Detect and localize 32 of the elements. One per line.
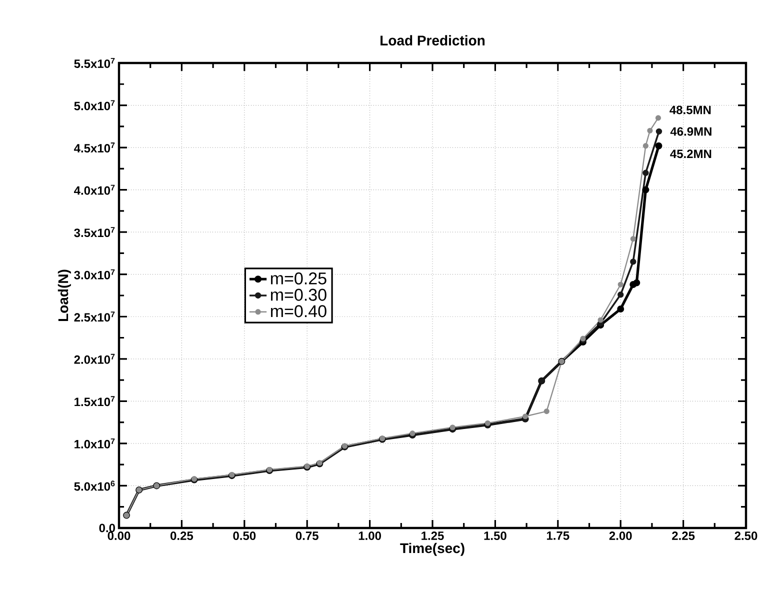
x-tick-label: 1.50 — [484, 532, 506, 540]
x-axis-title: Time(sec) — [400, 542, 464, 556]
y-tick-label: 3.0x10$^{7}$ — [74, 269, 115, 280]
annotation: 46.9MN — [670, 127, 712, 136]
y-tick-label: 5.0x10$^{6}$ — [74, 480, 115, 491]
x-tick-label: 1.75 — [546, 532, 570, 540]
x-tick-label: 0.75 — [296, 532, 318, 540]
y-tick-label: 0.0 — [99, 524, 115, 532]
chart-title: Load Prediction — [380, 35, 485, 46]
y-tick-label: 4.0x10$^{7}$ — [74, 184, 115, 195]
x-tick-label: 1.00 — [358, 532, 381, 540]
legend-label: m=0.40 — [271, 305, 326, 318]
y-axis-title: Load(N) — [58, 270, 71, 321]
x-tick-label: 2.50 — [734, 532, 758, 540]
x-tick-label: 0.50 — [233, 532, 256, 540]
y-tick-label: 5.0x10$^{7}$ — [74, 100, 115, 110]
y-tick-label: 3.5x10$^{7}$ — [74, 227, 115, 238]
legend-label: m=0.25 — [271, 272, 326, 284]
x-tick-label: 0.25 — [170, 532, 194, 540]
y-tick-label: 5.5x10$^{7}$ — [74, 58, 115, 68]
y-tick-label: 1.0x10$^{7}$ — [74, 438, 115, 448]
x-tick-label: 0.00 — [108, 532, 130, 540]
legend-label: m=0.30 — [271, 288, 326, 301]
x-tick-label: 1.25 — [422, 532, 444, 540]
y-tick-label: 2.5x10$^{7}$ — [74, 312, 115, 322]
annotation: 48.5MN — [670, 106, 711, 114]
x-tick-label: 2.25 — [672, 532, 695, 540]
y-tick-label: 4.5x10$^{7}$ — [74, 142, 115, 153]
y-tick-label: 1.5x10$^{7}$ — [74, 396, 115, 406]
y-tick-label: 2.0x10$^{7}$ — [74, 354, 115, 364]
x-tick-label: 2.00 — [609, 532, 632, 540]
annotation: 45.2MN — [670, 150, 712, 158]
